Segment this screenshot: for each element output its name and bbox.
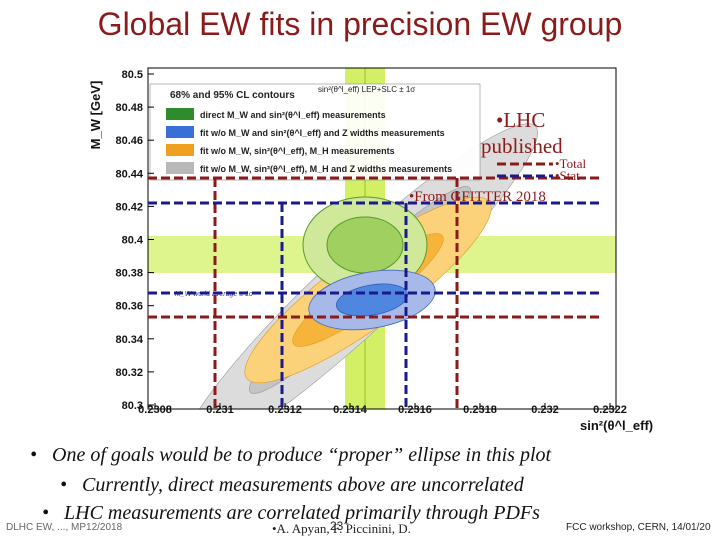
page-title: Global EW fits in precision EW group xyxy=(97,6,623,42)
y-axis-title: M_W [GeV] xyxy=(88,81,103,150)
bullet-text-3: LHC measurements are correlated primaril… xyxy=(64,502,540,524)
total-label: •Total xyxy=(555,156,586,171)
legend-entry-label: fit w/o M_W, sin²(θ^l_eff), M_H measurem… xyxy=(200,146,395,156)
legend: 68% and 95% CL contours direct M_W and s… xyxy=(149,83,481,181)
green-contour-68 xyxy=(326,216,404,274)
footer-left: DLHC EW, ..., MP12/2018 xyxy=(6,522,123,533)
published-label: published xyxy=(481,134,563,158)
y-tick-label: 80.44 xyxy=(115,168,143,180)
x-tick-label: 0.2312 xyxy=(268,404,302,416)
legend-swatch xyxy=(166,108,194,120)
gfitter-label: •From GFITTER 2018 xyxy=(409,189,546,205)
y-tick-label: 80.36 xyxy=(115,301,143,313)
y-tick-label: 80.48 xyxy=(115,102,143,114)
annotations: •LHC published •Total •Stat •From GFITTE… xyxy=(409,108,586,205)
bullet-item-3: • LHC measurements are correlated primar… xyxy=(42,502,540,524)
x-tick-label: 0.231 xyxy=(206,404,234,416)
legend-swatch xyxy=(166,162,194,174)
stat-label: •Stat xyxy=(555,168,580,183)
x-tick-label: 0.232 xyxy=(531,404,559,416)
bullet-text-2: Currently, direct measurements above are… xyxy=(82,474,524,496)
y-tick-labels: 80.5 80.48 80.46 80.44 80.42 80.4 80.38 80.36 80… xyxy=(115,69,154,412)
x-tick-labels: 0.2308 0.231 0.2312 0.2314 0.2316 0.2318 0.232… xyxy=(138,403,627,416)
x-tick-label: 0.2322 xyxy=(593,404,627,416)
bullet-item-2: • Currently, direct measurements above a… xyxy=(60,474,524,496)
footer-right: FCC workshop, CERN, 14/01/20 xyxy=(566,522,711,533)
y-tick-label: 80.3 xyxy=(122,400,143,412)
x-tick-label: 0.2308 xyxy=(138,404,172,416)
lep-label: sin²(θ^l_eff) LEP+SLC ± 1σ xyxy=(318,85,415,94)
x-tick-label: 0.2318 xyxy=(463,404,497,416)
y-tick-label: 80.5 xyxy=(122,69,143,81)
x-axis-title: sin²(θ^l_eff) xyxy=(580,418,653,433)
bullet-item-1: • One of goals would be to produce “prop… xyxy=(30,444,552,466)
legend-swatch xyxy=(166,144,194,156)
total-uncertainty-lines xyxy=(148,176,600,409)
y-tick-label: 80.4 xyxy=(122,235,144,247)
y-tick-label: 80.32 xyxy=(115,367,143,379)
legend-entry-label: direct M_W and sin²(θ^l_eff) measurement… xyxy=(200,110,386,120)
y-tick-label: 80.42 xyxy=(115,201,143,213)
y-tick-label: 80.38 xyxy=(115,268,143,280)
blue-contours xyxy=(308,269,436,331)
plot-frame xyxy=(147,67,617,410)
stat-uncertainty-lines xyxy=(148,201,600,409)
legend-swatch xyxy=(166,126,194,138)
legend-entry-label: fit w/o M_W and sin²(θ^l_eff) and Z widt… xyxy=(200,128,445,138)
lhc-label: •LHC xyxy=(496,108,545,132)
y-tick-label: 80.46 xyxy=(115,135,143,147)
x-tick-label: 0.2314 xyxy=(333,404,368,416)
footer-page: 23 xyxy=(330,519,344,533)
legend-entry-label: fit w/o M_W, sin²(θ^l_eff), M_H and Z wi… xyxy=(200,164,452,174)
bullet-text-1: One of goals would be to produce “proper… xyxy=(52,444,552,466)
legend-title: 68% and 95% CL contours xyxy=(170,90,295,101)
footer-center: •A. Apyan, F. Piccinini, D. xyxy=(272,521,411,536)
y-tick-label: 80.34 xyxy=(115,334,143,346)
